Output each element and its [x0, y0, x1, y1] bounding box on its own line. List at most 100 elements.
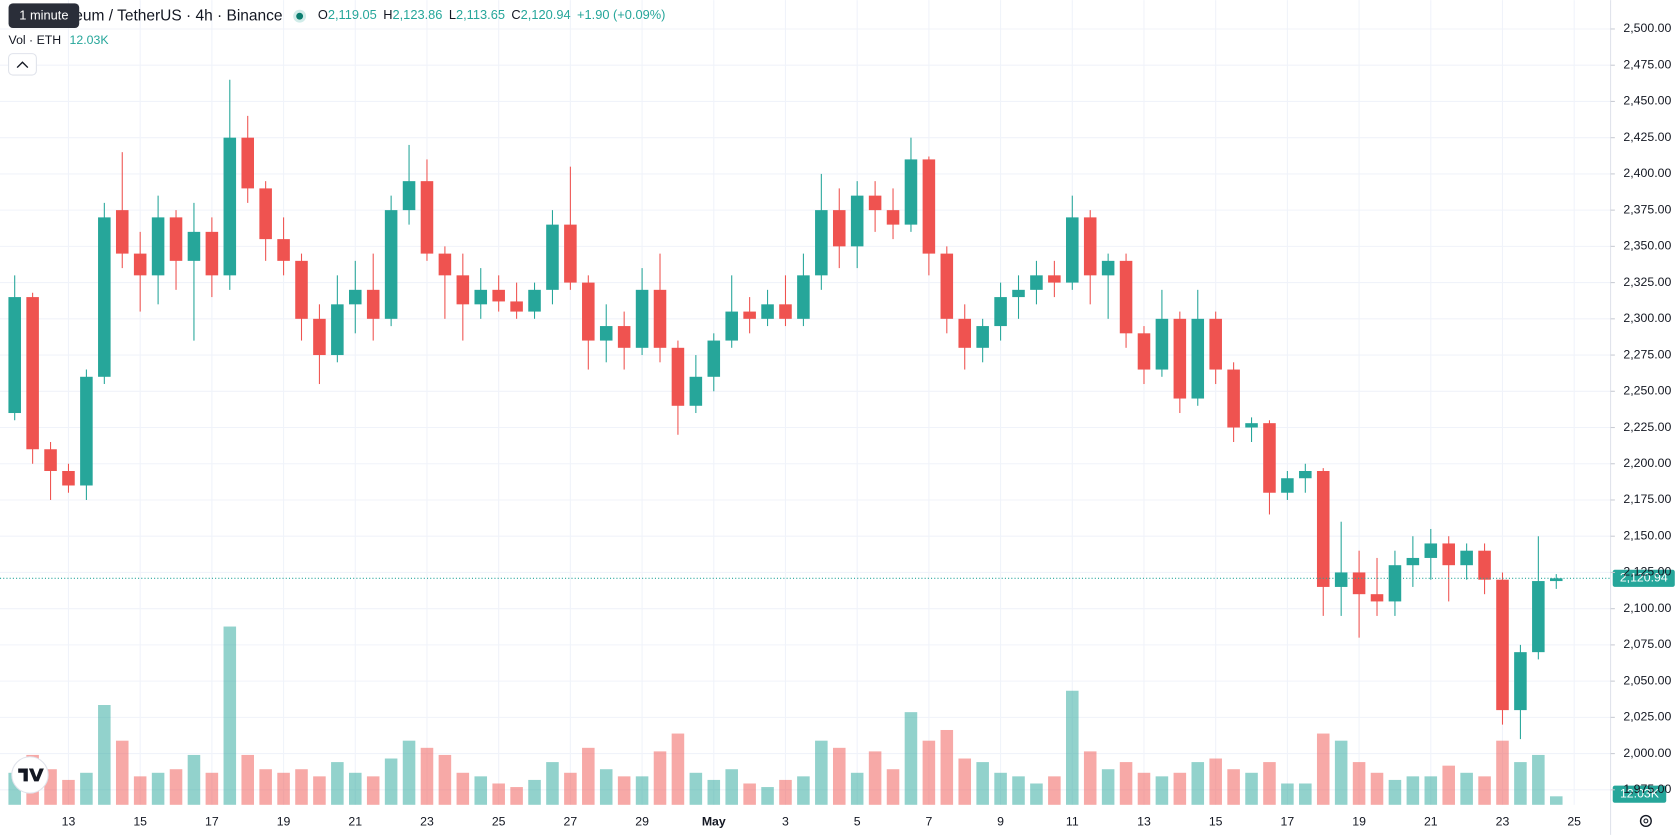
- x-tick-label: 5: [854, 814, 861, 828]
- candle-body: [707, 340, 721, 377]
- volume-bar: [1209, 758, 1222, 805]
- y-tick-label: 1,975.00: [1623, 782, 1671, 796]
- candle-body: [1316, 470, 1330, 587]
- candle-body: [1549, 578, 1563, 582]
- candle-body: [976, 326, 989, 348]
- volume-bar: [313, 776, 326, 805]
- candle-body: [241, 137, 255, 189]
- logo-badge[interactable]: [11, 756, 49, 794]
- volume-bar: [1173, 772, 1187, 805]
- candle-body: [1066, 217, 1079, 283]
- candle-body: [671, 347, 685, 406]
- volume-bar: [1370, 772, 1384, 805]
- volume-bar: [743, 783, 756, 805]
- y-tick-label: 2,150.00: [1623, 528, 1671, 542]
- candle-body: [205, 231, 219, 276]
- candle-body: [832, 210, 846, 247]
- volume-bar: [1263, 762, 1276, 805]
- volume-bar: [725, 769, 738, 805]
- volume-bar: [779, 779, 792, 805]
- volume-bar: [1281, 783, 1294, 805]
- y-tick-label: 2,200.00: [1623, 456, 1671, 470]
- candle-body: [349, 289, 362, 305]
- volume-bar: [940, 729, 954, 805]
- candle-body: [868, 195, 882, 211]
- candle-body: [80, 376, 93, 486]
- candle-body: [8, 297, 21, 414]
- candle-body: [456, 275, 470, 305]
- overlay: 2,120.94 12.03K: [0, 569, 1675, 803]
- candle-body: [1048, 275, 1061, 283]
- volume-bar: [1316, 733, 1330, 805]
- volume-bar: [1191, 762, 1205, 805]
- candle-body: [1012, 289, 1025, 298]
- candle-body: [761, 304, 774, 319]
- volume-bar: [384, 758, 398, 805]
- collapse-button[interactable]: [8, 53, 37, 76]
- y-tick-label: 2,425.00: [1623, 130, 1671, 144]
- candle-body: [1245, 423, 1258, 428]
- volume-bar: [1083, 751, 1097, 805]
- volume-bar: [1066, 690, 1079, 805]
- candle-body: [940, 253, 954, 319]
- tooltip-box: [8, 3, 80, 28]
- x-tick-label: 17: [205, 814, 219, 828]
- candle-body: [1101, 260, 1115, 276]
- volume-bar: [187, 754, 201, 805]
- y-tick-label: 2,475.00: [1623, 57, 1671, 71]
- volume-bar: [868, 751, 882, 805]
- volume-bar: [922, 740, 936, 805]
- candle-body: [474, 289, 488, 305]
- y-tick-label: 2,300.00: [1623, 311, 1671, 325]
- x-tick-label: 29: [635, 814, 649, 828]
- settings-icon[interactable]: [1639, 814, 1652, 827]
- volume-bar: [223, 626, 237, 805]
- legend-key: C: [511, 8, 520, 23]
- volume-bar: [1119, 762, 1133, 805]
- candle-body: [62, 470, 75, 486]
- volume-bar: [438, 754, 452, 805]
- candle-body: [295, 260, 308, 319]
- volume-bar: [635, 776, 649, 805]
- volume-bar: [151, 772, 165, 805]
- volume-bar: [904, 712, 918, 805]
- legend-key: H: [383, 8, 392, 23]
- x-tick-label: 17: [1281, 814, 1295, 828]
- volume-bar: [528, 779, 541, 805]
- candle-body: [169, 217, 183, 261]
- volume-bar: [958, 758, 972, 805]
- candle-body: [797, 275, 810, 319]
- volume-bar: [98, 705, 111, 805]
- candle-body: [886, 210, 900, 225]
- candle-body: [1424, 543, 1438, 558]
- candle-body: [958, 318, 972, 348]
- candle-body: [546, 224, 559, 290]
- candle-body: [922, 159, 936, 254]
- candle-body: [98, 217, 111, 377]
- candle-body: [44, 449, 57, 471]
- x-tick-label: 21: [1424, 814, 1438, 828]
- x-tick-label: 15: [133, 814, 147, 828]
- candle-body: [187, 231, 201, 261]
- volume-bar: [707, 779, 721, 805]
- last-price-box: [1612, 569, 1675, 587]
- volume-bar: [80, 772, 93, 805]
- legend-value: 2,113.65: [456, 8, 505, 23]
- volume-bar: [1334, 740, 1348, 805]
- volume-bar: [1442, 765, 1455, 805]
- volume-bar: [671, 733, 685, 805]
- candle-body: [1155, 318, 1169, 370]
- candle-body: [115, 210, 129, 254]
- volume-bar: [617, 776, 631, 805]
- candle-body: [510, 301, 523, 312]
- candle-body: [1083, 217, 1097, 276]
- candle-body: [635, 289, 649, 348]
- y-tick-label: 2,100.00: [1623, 601, 1671, 615]
- y-tick-label: 2,375.00: [1623, 202, 1671, 216]
- candle-body: [366, 289, 380, 319]
- candle-body: [402, 181, 416, 211]
- candle-body: [1191, 318, 1205, 399]
- logo-mark: [18, 768, 44, 782]
